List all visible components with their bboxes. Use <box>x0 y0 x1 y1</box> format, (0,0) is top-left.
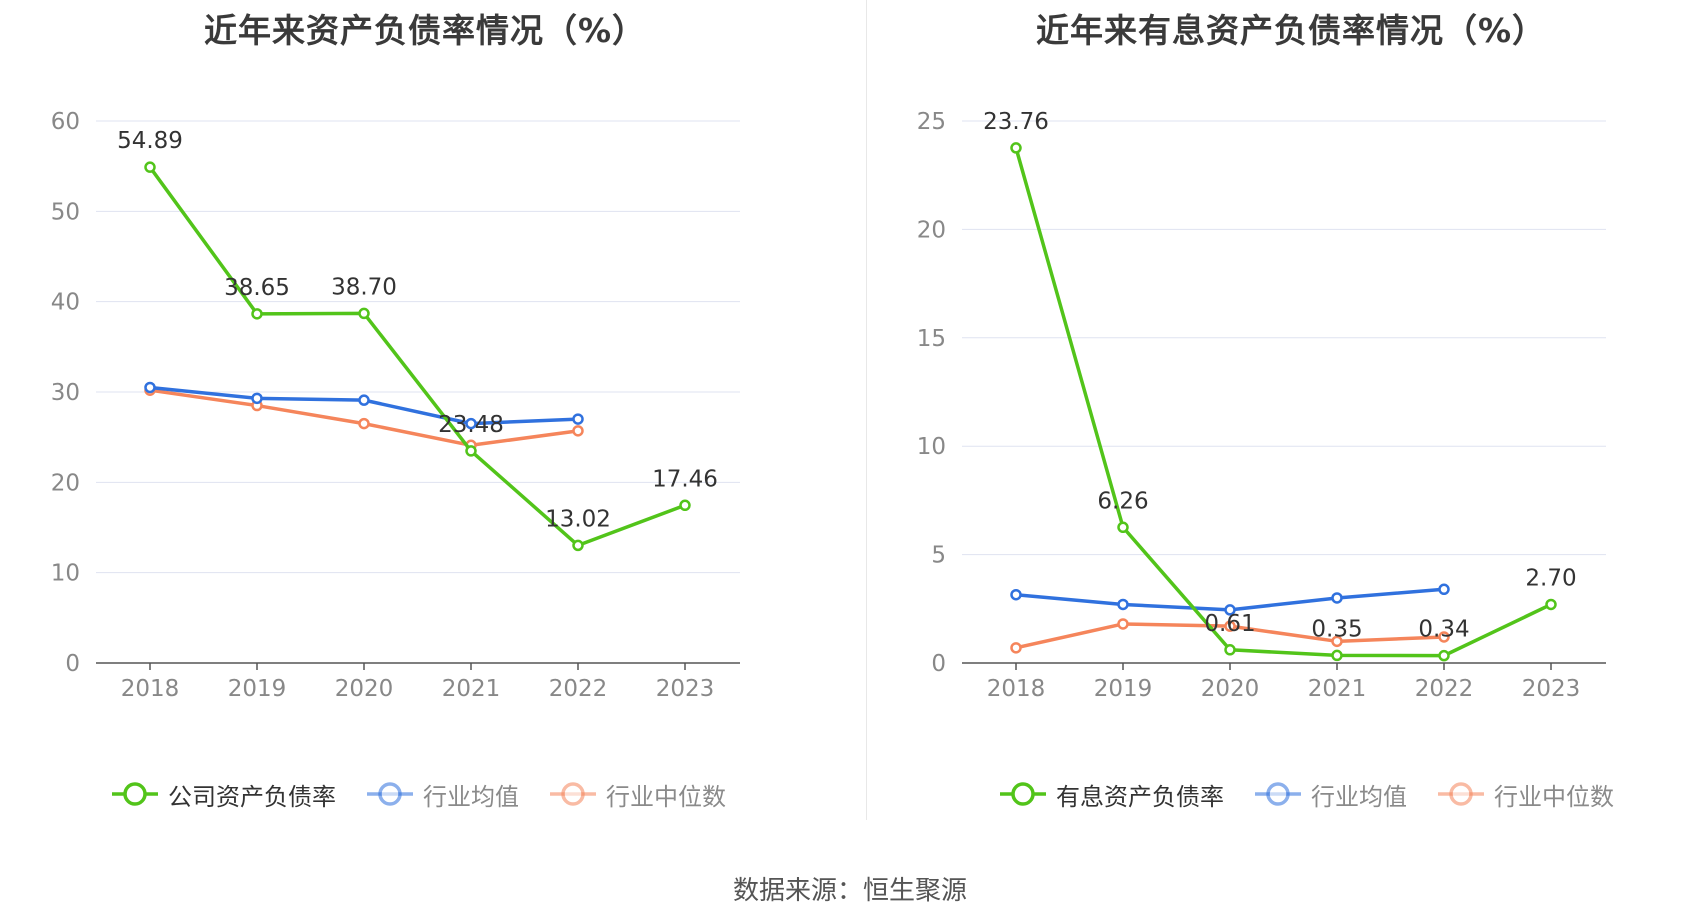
legend-label: 行业中位数 <box>1494 782 1614 811</box>
y-tick-label: 25 <box>917 109 946 135</box>
x-tick-label: 2020 <box>1201 676 1260 702</box>
x-tick-label: 2021 <box>442 676 501 702</box>
debt-ratio-chart: 0 10 20 30 40 50 60 2018 2019 2020 2021 2022 2023 54.… <box>51 109 740 702</box>
interest-debt-ratio-chart: 0 5 10 15 20 25 2018 2019 2020 2021 2022 2023 23.76 6… <box>917 109 1606 702</box>
data-point-industry_avg <box>144 381 156 394</box>
data-point-industry_median <box>1224 620 1236 632</box>
legend-label: 公司资产负债率 <box>168 782 336 811</box>
x-tick-label: 2018 <box>121 676 180 702</box>
chart-title: 近年来有息资产负债率情况（%） <box>1035 11 1547 50</box>
data-point-industry_median <box>1117 618 1129 630</box>
data-label: 0.34 <box>1418 617 1469 643</box>
data-point-company <box>358 307 370 320</box>
data-point-company <box>144 161 156 173</box>
left-chart-panel: 近年来资产负债率情况（%） 0 10 20 30 40 50 60 2018 2019 2020 2… <box>0 0 850 830</box>
x-tick-label: 2023 <box>1522 676 1581 702</box>
data-point-industry_avg <box>1010 588 1022 601</box>
data-point-company <box>1224 644 1236 656</box>
data-label: 38.70 <box>331 274 397 300</box>
right-chart-panel: 近年来有息资产负债率情况（%） 0 5 10 15 20 25 2018 2019 2020 20… <box>866 0 1700 830</box>
y-tick-label: 10 <box>917 434 946 460</box>
data-point-industry_median <box>572 425 584 437</box>
data-label: 6.26 <box>1097 488 1148 514</box>
legend-item-company[interactable]: 公司资产负债率 <box>110 774 336 814</box>
data-point-industry_median <box>1010 642 1022 654</box>
data-label: 17.46 <box>652 466 718 492</box>
legend-item-industry_avg[interactable]: 行业均值 <box>365 774 519 814</box>
data-label: 38.65 <box>224 275 290 301</box>
data-source-note: 数据来源：恒生聚源 <box>732 876 967 906</box>
x-tick-label: 2019 <box>228 676 287 702</box>
legend-item-industry_median[interactable]: 行业中位数 <box>1436 774 1614 814</box>
x-tick-label: 2020 <box>335 676 394 702</box>
legend-item-industry_median[interactable]: 行业中位数 <box>548 774 726 814</box>
data-label: 0.35 <box>1311 616 1362 642</box>
data-point-industry_avg <box>1438 583 1450 596</box>
data-point-company <box>1117 521 1129 534</box>
legend-label: 有息资产负债率 <box>1056 782 1224 811</box>
x-tick-label: 2019 <box>1094 676 1153 702</box>
data-point-company <box>465 445 477 457</box>
data-point-industry_avg <box>1224 604 1236 616</box>
y-tick-label: 20 <box>917 217 946 243</box>
data-point-industry_avg <box>358 394 370 406</box>
data-label: 23.48 <box>438 412 504 438</box>
legend-label: 行业均值 <box>1311 782 1407 811</box>
data-point-company <box>572 539 584 552</box>
data-label: 54.89 <box>117 128 183 154</box>
legend-line-circle-icon <box>1000 782 1046 806</box>
legend-line-circle-icon <box>367 782 413 806</box>
data-point-company <box>679 499 691 512</box>
data-point-industry_avg <box>572 413 584 425</box>
y-tick-label: 10 <box>51 561 80 587</box>
x-tick-label: 2023 <box>656 676 715 702</box>
x-tick-label: 2022 <box>549 676 608 702</box>
x-tick-label: 2021 <box>1308 676 1367 702</box>
data-point-company <box>1545 598 1557 611</box>
data-label: 0.61 <box>1204 611 1255 637</box>
legend-label: 行业均值 <box>423 782 519 811</box>
y-tick-label: 0 <box>65 651 80 677</box>
data-point-industry_median <box>1331 635 1343 648</box>
data-point-company <box>1438 649 1450 662</box>
legend-label: 行业中位数 <box>606 782 726 811</box>
data-point-industry_avg <box>1331 592 1343 604</box>
legend-item-industry_avg[interactable]: 行业均值 <box>1253 774 1407 814</box>
chart-title: 近年来资产负债率情况（%） <box>203 11 647 50</box>
chart-legend: 有息资产负债率 行业均值 行业中位数 <box>866 774 1700 814</box>
data-label: 13.02 <box>545 506 611 532</box>
legend-item-company[interactable]: 有息资产负债率 <box>998 774 1224 814</box>
data-point-industry_avg <box>465 417 477 430</box>
data-label: 23.76 <box>983 109 1049 135</box>
series-line-company <box>148 166 686 548</box>
series-line-company <box>1014 147 1552 658</box>
y-tick-label: 30 <box>51 380 80 406</box>
legend-line-circle-icon <box>550 782 596 806</box>
data-point-company <box>1331 649 1343 662</box>
y-tick-label: 50 <box>51 199 80 225</box>
y-tick-label: 0 <box>931 651 946 677</box>
y-tick-label: 60 <box>51 109 80 135</box>
data-point-industry_avg <box>251 392 263 405</box>
x-tick-label: 2018 <box>987 676 1046 702</box>
data-point-company <box>251 308 263 320</box>
legend-line-circle-icon <box>1438 782 1484 806</box>
data-point-industry_median <box>358 417 370 430</box>
chart-legend: 公司资产负债率 行业均值 行业中位数 <box>0 774 850 814</box>
panel-divider <box>866 0 867 820</box>
y-tick-label: 5 <box>931 543 946 569</box>
y-tick-label: 40 <box>51 290 80 316</box>
legend-line-circle-icon <box>1255 782 1301 806</box>
legend-line-circle-icon <box>112 782 158 806</box>
data-point-industry_median <box>1438 631 1450 643</box>
x-tick-label: 2022 <box>1415 676 1474 702</box>
data-label: 2.70 <box>1525 565 1576 591</box>
data-point-industry_avg <box>1117 598 1129 611</box>
y-tick-label: 15 <box>917 326 946 352</box>
data-point-company <box>1010 142 1022 154</box>
y-tick-label: 20 <box>51 470 80 496</box>
